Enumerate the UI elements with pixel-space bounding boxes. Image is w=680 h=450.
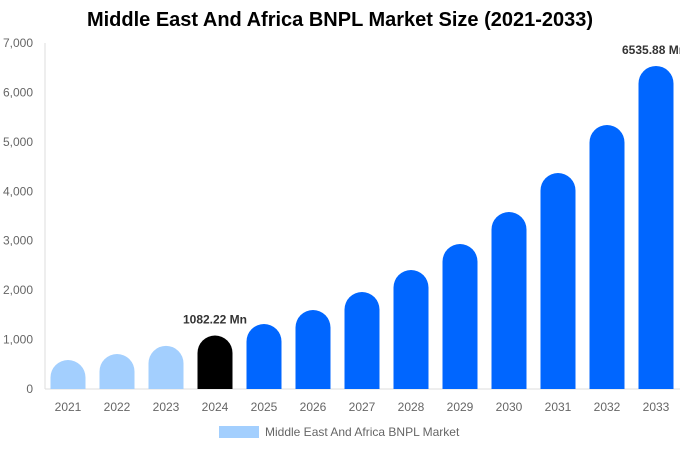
- legend-swatch: [219, 426, 259, 438]
- y-tick-label: 1,000: [3, 333, 33, 347]
- y-tick-label: 2,000: [3, 283, 33, 297]
- x-tick-label: 2029: [447, 400, 474, 414]
- bar-2022: [99, 354, 135, 389]
- bar-2027: [344, 292, 380, 389]
- y-tick-label: 3,000: [3, 234, 33, 248]
- bar-2031: [540, 172, 576, 389]
- legend[interactable]: Middle East And Africa BNPL Market: [219, 425, 459, 439]
- x-tick-label: 2022: [104, 400, 131, 414]
- bar-2032: [589, 125, 625, 390]
- bar-2026: [295, 310, 331, 389]
- y-tick-label: 6,000: [3, 85, 33, 99]
- bar-2030: [491, 211, 527, 389]
- data-label: 6535.88 Mn: [622, 43, 680, 57]
- bar-2025: [246, 324, 282, 389]
- x-tick-label: 2027: [349, 400, 376, 414]
- y-tick-label: 7,000: [3, 36, 33, 50]
- x-tick-label: 2028: [398, 400, 425, 414]
- x-tick-label: 2025: [251, 400, 278, 414]
- y-tick-label: 5,000: [3, 135, 33, 149]
- chart-title: Middle East And Africa BNPL Market Size …: [86, 9, 594, 31]
- y-tick-label: 0: [26, 382, 33, 396]
- bar-2028: [393, 270, 429, 389]
- bar-2029: [442, 244, 478, 389]
- x-tick-label: 2031: [545, 400, 572, 414]
- bar-2024: [197, 335, 233, 389]
- legend-label: Middle East And Africa BNPL Market: [265, 425, 460, 439]
- x-tick-label: 2023: [153, 400, 180, 414]
- bar-2033: [638, 65, 674, 389]
- y-tick-label: 4,000: [3, 184, 33, 198]
- x-tick-label: 2024: [202, 400, 229, 414]
- bar-2023: [148, 345, 184, 389]
- x-tick-label: 2033: [643, 400, 670, 414]
- x-tick-label: 2026: [300, 400, 327, 414]
- x-tick-label: 2032: [594, 400, 621, 414]
- x-tick-label: 2021: [55, 400, 82, 414]
- x-tick-label: 2030: [496, 400, 523, 414]
- bar-2021: [50, 359, 86, 389]
- data-label: 1082.22 Mn: [183, 313, 247, 327]
